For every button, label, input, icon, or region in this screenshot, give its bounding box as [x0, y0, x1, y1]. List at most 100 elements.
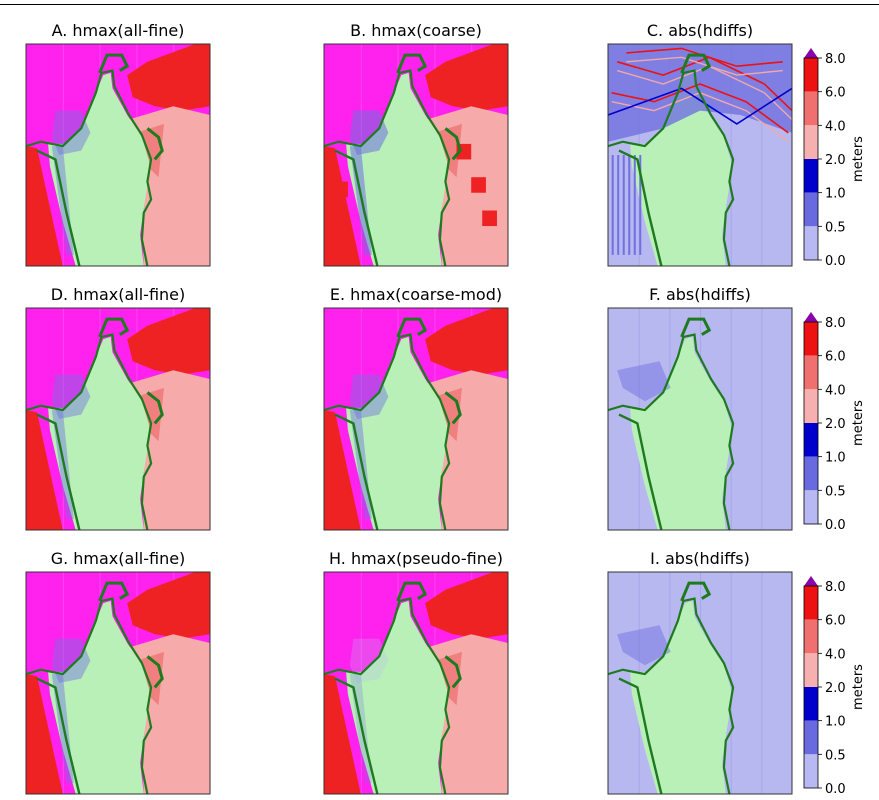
coarse-cell: [471, 177, 486, 193]
cape-hook: [396, 581, 428, 602]
cape-hook: [98, 317, 130, 338]
panel-c: C. abs(hdiffs): [607, 21, 793, 267]
nearshore-red-zone: [127, 44, 210, 111]
colorbar-tick-label: 8.0: [825, 316, 846, 331]
panel-i: I. abs(hdiffs): [607, 549, 793, 795]
colorbar-tick-label: 8.0: [825, 52, 846, 67]
coastline: [324, 69, 451, 266]
cape-hook: [680, 581, 712, 602]
land-area: [630, 72, 732, 266]
colorbar-bin: [804, 355, 818, 390]
colorbar-tick-label: 2.0: [825, 681, 846, 696]
colorbar-bin: [804, 423, 818, 457]
land-area: [346, 600, 448, 794]
grid-band: [761, 572, 763, 794]
barrier-red-strip: [324, 410, 361, 530]
inundation-zone: [51, 110, 91, 155]
colorbar-tick-label: 2.0: [825, 417, 846, 432]
colorbar-tick-label: 4.0: [825, 383, 846, 398]
colorbar-bin: [804, 159, 818, 193]
colorbar-label: meters: [851, 136, 866, 182]
colorbar-tick-label: 0.5: [825, 220, 846, 235]
land-area: [630, 336, 732, 530]
barrier-red-strip: [26, 674, 63, 794]
colorbar-tick-label: 0.0: [825, 782, 846, 797]
barrier-island: [618, 149, 663, 266]
colorbar-tick-label: 6.0: [825, 614, 846, 629]
colorbar-bin: [804, 322, 818, 356]
coarse-cell: [474, 66, 490, 82]
barrier-island: [334, 149, 379, 266]
colorbar-extend-arrow: [804, 312, 818, 322]
coarse-cell: [324, 166, 339, 182]
panel-f: F. abs(hdiffs): [607, 285, 793, 531]
panel-frame: [25, 43, 211, 267]
nearshore-red-zone: [425, 572, 508, 639]
colorbar-bin: [804, 619, 818, 654]
colorbar-tick-label: 0.5: [825, 484, 846, 499]
cape-hook: [98, 53, 130, 74]
colorbar-tick-label: 4.0: [825, 647, 846, 662]
coastline: [324, 333, 451, 530]
colorbar-tick-label: 8.0: [825, 580, 846, 595]
nearshore-red-zone: [425, 44, 508, 111]
panel-frame: [607, 43, 793, 267]
panel-title: A. hmax(all-fine): [52, 21, 185, 40]
panel-a: A. hmax(all-fine): [25, 21, 211, 267]
colorbar-extend-arrow: [804, 48, 818, 58]
barrier-island: [618, 413, 663, 530]
barrier-island: [334, 413, 379, 530]
barrier-island: [36, 149, 81, 266]
cape-hook: [680, 317, 712, 338]
panel-frame: [607, 571, 793, 795]
colorbar-extend-arrow: [804, 576, 818, 586]
barrier-red-strip: [26, 146, 63, 266]
cape-hook: [98, 581, 130, 602]
panel-h: H. hmax(pseudo-fine): [323, 549, 509, 795]
colorbar-tick-label: 0.0: [825, 254, 846, 269]
coastline: [608, 597, 735, 794]
colorbar-label: meters: [851, 400, 866, 446]
inundation-zone: [51, 374, 91, 419]
panel-map: [26, 44, 210, 266]
nearshore-red-zone: [425, 308, 508, 375]
coarse-cell: [324, 199, 339, 215]
panel-map: [608, 572, 792, 794]
grid-band: [761, 44, 763, 266]
colorbar-bin: [804, 389, 818, 423]
panel-title: C. abs(hdiffs): [647, 21, 753, 40]
diff-mid-zone: [617, 361, 671, 402]
panel-map: [608, 44, 792, 266]
colorbar-bin: [804, 456, 818, 491]
colorbar: 8.0 6.0 4.0 2.0 1.0 0.5 0.0 meters: [803, 576, 866, 797]
coarse-cell: [333, 181, 348, 198]
colorbar-tick-label: 0.0: [825, 518, 846, 533]
diff-column-artifact: [633, 155, 636, 255]
coastline: [608, 333, 735, 530]
coastline: [324, 597, 451, 794]
panel-frame: [25, 307, 211, 531]
barrier-island: [36, 677, 81, 794]
panel-frame: [323, 307, 509, 531]
coarse-cell: [452, 83, 468, 100]
panel-d: D. hmax(all-fine): [25, 285, 211, 531]
colorbar-bin: [804, 720, 818, 755]
colorbar-tick-label: 2.0: [825, 153, 846, 168]
coarse-cell: [493, 88, 508, 104]
land-area: [48, 72, 150, 266]
panel-title: H. hmax(pseudo-fine): [329, 549, 503, 568]
colorbar-tick-label: 6.0: [825, 350, 846, 365]
land-area: [630, 600, 732, 794]
marsh-island: [146, 127, 164, 161]
colorbar: 8.0 6.0 4.0 2.0 1.0 0.5 0.0 meters: [803, 48, 866, 269]
grid-band: [761, 308, 763, 530]
colorbar-bin: [804, 754, 818, 788]
colorbar-tick-label: 1.0: [825, 451, 846, 466]
panel-title: E. hmax(coarse-mod): [330, 285, 502, 304]
cape-hook: [396, 317, 428, 338]
nearshore-red-zone: [127, 308, 210, 375]
land-area: [48, 336, 150, 530]
colorbar-tick-label: 1.0: [825, 715, 846, 730]
panel-title: I. abs(hdiffs): [650, 549, 750, 568]
